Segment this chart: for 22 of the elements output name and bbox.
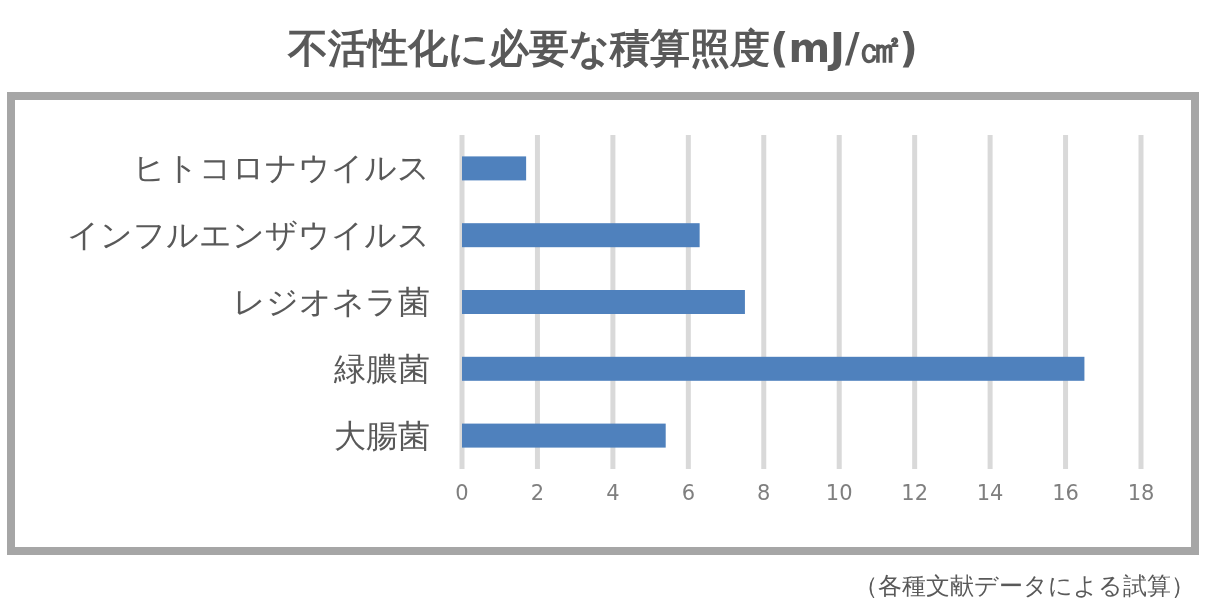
x-tick-label: 10 <box>825 481 853 505</box>
x-tick-label: 2 <box>530 481 545 505</box>
x-tick-label: 8 <box>757 481 771 505</box>
y-tick-label: ヒトコロナウイルス <box>133 149 430 188</box>
bar <box>462 423 666 448</box>
bar <box>462 290 745 314</box>
bar <box>462 156 527 181</box>
y-tick-label: インフルエンザウイルス <box>67 216 430 255</box>
x-tick-label: 14 <box>976 481 1004 505</box>
x-tick-label: 4 <box>606 481 620 505</box>
bar <box>462 356 1085 381</box>
x-tick-label: 12 <box>901 481 929 505</box>
bar <box>462 223 700 248</box>
y-tick-label: 大腸菌 <box>334 416 430 455</box>
x-tick-label: 18 <box>1127 481 1155 505</box>
chart-title: 不活性化に必要な積算照度(mJ/㎠) <box>287 25 918 71</box>
x-tick-label: 6 <box>681 481 696 505</box>
y-tick-label: 緑膿菌 <box>333 349 430 388</box>
text: （各種文献データによる試算） <box>854 572 1195 600</box>
x-tick-label: 16 <box>1052 481 1079 505</box>
y-tick-label: レジオネラ菌 <box>233 283 430 321</box>
x-tick-label: 0 <box>455 481 469 505</box>
